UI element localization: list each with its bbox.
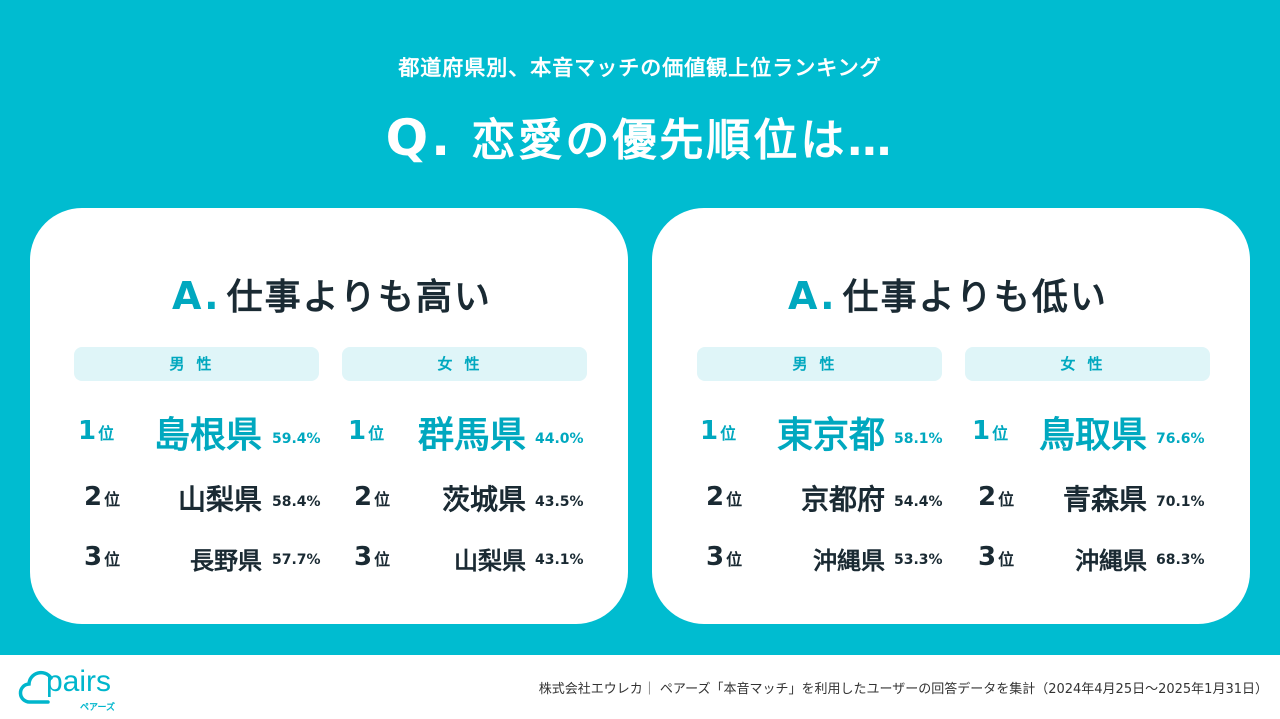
- prefecture-name: 群馬県: [417, 415, 526, 456]
- answer-text: 仕事よりも高い: [226, 277, 492, 318]
- answer-card-lower: [652, 208, 1250, 624]
- percentage-value: 57.7%: [272, 552, 321, 568]
- column-header-male: 男性: [697, 347, 942, 381]
- percentage-value: 68.3%: [1156, 552, 1205, 568]
- percentage-value: 59.4%: [272, 431, 321, 447]
- main-banner: 都道府県別、本音マッチの価値観上位ランキング Q. 恋愛の優先順位は… A. 仕事…: [0, 0, 1280, 655]
- prefecture-name: 茨城県: [441, 483, 526, 516]
- prefecture-name: 鳥取県: [1038, 415, 1147, 456]
- prefecture-name: 京都府: [800, 483, 885, 516]
- pairs-logo-kana: ペアーズ: [80, 703, 116, 713]
- pairs-logo-text: pairs: [46, 665, 112, 698]
- prefecture-name: 長野県: [190, 547, 262, 575]
- page-subtitle: 都道府県別、本音マッチの価値観上位ランキング: [398, 56, 882, 80]
- column-header-female: 女性: [965, 347, 1210, 381]
- answer-title-higher: A. 仕事よりも高い: [172, 268, 492, 320]
- question-prefix: Q.: [385, 109, 454, 167]
- answer-prefix: A.: [788, 274, 837, 318]
- percentage-value: 53.3%: [894, 552, 943, 568]
- prefecture-name: 沖縄県: [813, 547, 885, 575]
- prefecture-name: 山梨県: [454, 547, 526, 575]
- percentage-value: 43.1%: [535, 552, 584, 568]
- prefecture-name: 東京都: [776, 415, 885, 456]
- percentage-value: 44.0%: [535, 431, 584, 447]
- column-header-male: 男性: [74, 347, 319, 381]
- answer-prefix: A.: [172, 274, 221, 318]
- percentage-value: 76.6%: [1156, 431, 1205, 447]
- answer-title-lower: A. 仕事よりも低い: [788, 268, 1108, 320]
- question-text: 恋愛の優先順位は…: [471, 115, 895, 166]
- percentage-value: 58.1%: [894, 431, 943, 447]
- prefecture-name: 沖縄県: [1075, 547, 1147, 575]
- percentage-value: 70.1%: [1156, 494, 1205, 510]
- answer-card-higher: [30, 208, 628, 624]
- page-title: Q. 恋愛の優先順位は…: [0, 104, 1280, 168]
- percentage-value: 43.5%: [535, 494, 584, 510]
- pairs-cloud-icon: [18, 670, 53, 704]
- percentage-value: 54.4%: [894, 494, 943, 510]
- column-header-female: 女性: [342, 347, 587, 381]
- prefecture-name: 島根県: [153, 415, 262, 456]
- percentage-value: 58.4%: [272, 494, 321, 510]
- prefecture-name: 山梨県: [177, 483, 262, 516]
- source-note: 株式会社エウレカ｜ ペアーズ「本音マッチ」を利用したユーザーの回答データを集計（…: [538, 682, 1268, 697]
- prefecture-name: 青森県: [1062, 483, 1147, 516]
- answer-text: 仕事よりも低い: [842, 277, 1108, 318]
